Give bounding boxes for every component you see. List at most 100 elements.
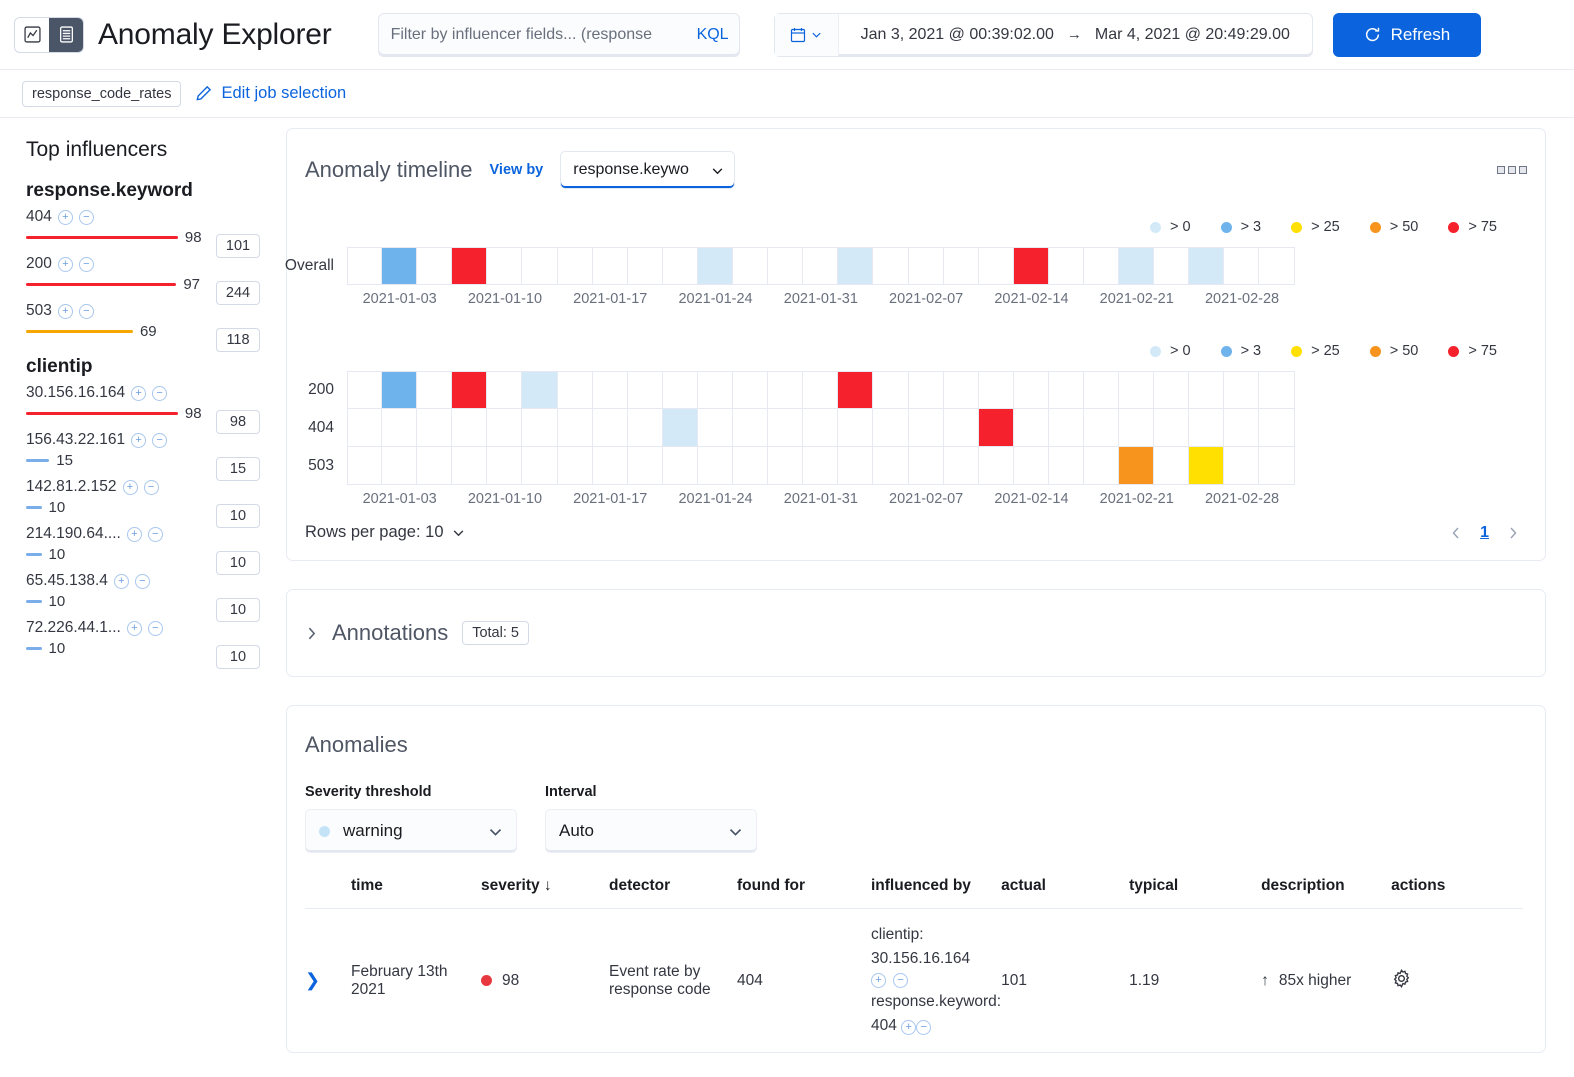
single-metric-viewer-icon[interactable] (15, 17, 49, 52)
swimlane-cell[interactable] (1189, 447, 1225, 485)
swimlane-cell[interactable] (522, 409, 558, 447)
interval-select[interactable]: Auto (545, 809, 757, 853)
swimlane-cell[interactable] (347, 371, 383, 409)
swimlane-cell[interactable] (768, 247, 804, 285)
table-row[interactable]: ❯ February 13th 2021 98 Event rate by respo… (305, 909, 1523, 1053)
view-by-swimlane[interactable]: 200 404 503 2021-01-03 2021-01-10 2021-01-17… (287, 371, 1545, 507)
influencer-item[interactable]: 214.190.64.... + − 10 10 (26, 525, 286, 575)
remove-filter-icon[interactable]: − (152, 385, 168, 401)
swimlane-cell[interactable] (1048, 371, 1084, 409)
add-filter-icon[interactable]: + (57, 303, 73, 319)
swimlane-cell[interactable] (487, 247, 523, 285)
swimlane-cell[interactable] (1083, 371, 1120, 409)
swimlane-cell[interactable] (1119, 371, 1155, 409)
swimlane-cell[interactable] (943, 447, 979, 485)
swimlane-cell[interactable] (768, 371, 804, 409)
swimlane-cell[interactable] (557, 371, 593, 409)
remove-filter-icon[interactable]: − (134, 573, 150, 589)
swimlane-cell[interactable] (1119, 409, 1155, 447)
remove-filter-icon[interactable]: − (78, 209, 94, 225)
swimlane-cell[interactable] (1154, 247, 1190, 285)
column-header-time[interactable]: time (351, 877, 481, 909)
column-header-severity[interactable]: severity ↓ (481, 877, 609, 909)
swimlane-cell[interactable] (697, 409, 734, 447)
remove-filter-icon[interactable]: − (143, 479, 159, 495)
add-filter-icon[interactable]: + (122, 479, 138, 495)
swimlane-cell[interactable] (1189, 409, 1225, 447)
swimlane-cell[interactable] (1259, 247, 1295, 285)
swimlane-cell[interactable] (838, 447, 874, 485)
influencer-item[interactable]: 30.156.16.164 + −98 98 (26, 384, 286, 434)
swimlane-cell[interactable] (662, 371, 698, 409)
swimlane-cell[interactable] (1048, 409, 1084, 447)
swimlane-cell[interactable] (592, 409, 628, 447)
swimlane-cell[interactable] (557, 409, 593, 447)
swimlane-cell[interactable] (943, 371, 979, 409)
swimlane-cell[interactable] (487, 409, 523, 447)
column-header-actions[interactable]: actions (1391, 877, 1523, 909)
swimlane-cell[interactable] (452, 447, 488, 485)
swimlane-cell[interactable] (662, 247, 698, 285)
swimlane-cell[interactable] (382, 447, 418, 485)
swimlane-cell[interactable] (803, 247, 839, 285)
remove-filter-icon[interactable]: − (78, 256, 94, 272)
annotations-panel[interactable]: Annotations Total: 5 (286, 589, 1546, 677)
kql-language-badge[interactable]: KQL (696, 25, 729, 43)
date-start[interactable]: Jan 3, 2021 @ 00:39:02.00 (860, 25, 1054, 43)
swimlane-cell[interactable] (978, 371, 1014, 409)
add-filter-icon[interactable]: + (901, 1020, 917, 1036)
swimlane-cell[interactable] (382, 371, 418, 409)
remove-filter-icon[interactable]: − (916, 1020, 932, 1036)
swimlane-cell[interactable] (1224, 447, 1260, 485)
remove-filter-icon[interactable]: − (147, 620, 163, 636)
remove-filter-icon[interactable]: − (147, 526, 163, 542)
swimlane-cell[interactable] (838, 247, 874, 285)
swimlane-cell[interactable] (1083, 247, 1120, 285)
swimlane-cell[interactable] (1013, 409, 1049, 447)
add-filter-icon[interactable]: + (57, 256, 73, 272)
swimlane-cell[interactable] (1154, 409, 1190, 447)
swimlane-cell[interactable] (838, 409, 874, 447)
anomaly-explorer-icon[interactable] (49, 17, 83, 52)
influencer-item[interactable]: 404 + − 98 101 (26, 208, 286, 258)
swimlane-cell[interactable] (978, 247, 1014, 285)
remove-filter-icon[interactable]: − (152, 432, 168, 448)
swimlane-cell[interactable] (1259, 409, 1295, 447)
swimlane-cell[interactable] (662, 447, 698, 485)
swimlane-cell[interactable] (627, 247, 663, 285)
swimlane-cell[interactable] (452, 409, 488, 447)
influencer-item[interactable]: 142.81.2.152 + − 10 10 (26, 478, 286, 528)
column-header-found-for[interactable]: found for (737, 877, 871, 909)
swimlane-cell[interactable] (417, 409, 453, 447)
swimlane-cell[interactable] (873, 371, 909, 409)
job-chip[interactable]: response_code_rates (22, 80, 182, 107)
row-expand-cell[interactable]: ❯ (305, 909, 351, 1053)
swimlane-cell[interactable] (768, 409, 804, 447)
panel-menu-icon[interactable] (1497, 166, 1527, 174)
swimlane-cell[interactable] (627, 371, 663, 409)
influencer-item[interactable]: 200 + − 97 244 (26, 255, 286, 305)
page-number-1[interactable]: 1 (1480, 523, 1489, 541)
swimlane-cell[interactable] (1154, 371, 1190, 409)
swimlane-cell[interactable] (1154, 447, 1190, 485)
add-filter-icon[interactable]: + (131, 432, 147, 448)
chevron-left-icon[interactable] (1450, 525, 1462, 541)
swimlane-cell[interactable] (697, 247, 734, 285)
swimlane-cell[interactable] (873, 409, 909, 447)
swimlane-cell[interactable] (978, 409, 1014, 447)
swimlane-cell[interactable] (943, 247, 979, 285)
swimlane-cell[interactable] (1119, 447, 1155, 485)
swimlane-cell[interactable] (697, 371, 734, 409)
swimlane-cell[interactable] (803, 447, 839, 485)
swimlane-cell[interactable] (417, 247, 453, 285)
influencer-item[interactable]: 65.45.138.4 + − 10 10 (26, 572, 286, 622)
swimlane-cell[interactable] (1224, 409, 1260, 447)
swimlane-cell[interactable] (873, 447, 909, 485)
swimlane-cell[interactable] (592, 247, 628, 285)
swimlane-cell[interactable] (417, 371, 453, 409)
severity-threshold-select[interactable]: warning (305, 809, 517, 853)
swimlane-cell[interactable] (697, 447, 734, 485)
gear-icon[interactable] (1391, 968, 1412, 989)
add-filter-icon[interactable]: + (131, 385, 147, 401)
add-filter-icon[interactable]: + (871, 973, 886, 989)
